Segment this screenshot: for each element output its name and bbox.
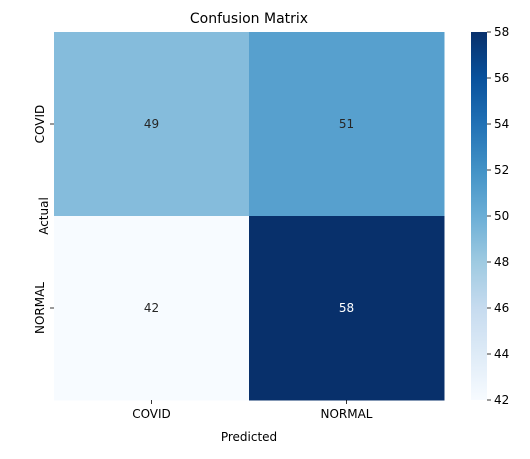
colorbar-tick-label: 48 — [494, 255, 509, 269]
colorbar-ticks: 42 44 46 48 50 52 54 56 58 — [487, 25, 509, 407]
y-tick-label: NORMAL — [33, 282, 47, 334]
x-axis: COVID NORMAL — [132, 400, 373, 421]
colorbar-tick-label: 42 — [494, 393, 509, 407]
cell-annotation: 58 — [339, 301, 354, 315]
colorbar — [471, 32, 487, 400]
x-axis-label: Predicted — [221, 430, 277, 444]
cell-annotations: 49 51 42 58 — [144, 117, 354, 315]
colorbar-tick-label: 56 — [494, 71, 509, 85]
chart-title: Confusion Matrix — [190, 11, 308, 27]
colorbar-tick-label: 46 — [494, 301, 509, 315]
colorbar-tick-label: 58 — [494, 25, 509, 39]
heatmap-cell-normal-normal — [249, 216, 445, 401]
colorbar-tick-label: 52 — [494, 163, 509, 177]
heatmap-cell-covid-covid — [54, 32, 250, 217]
cell-annotation: 51 — [339, 117, 354, 131]
x-tick-label: COVID — [132, 407, 171, 421]
cell-annotation: 49 — [144, 117, 159, 131]
colorbar-tick-label: 50 — [494, 209, 509, 223]
x-tick-label: NORMAL — [320, 407, 372, 421]
heatmap-cells — [54, 32, 445, 401]
y-axis: COVID NORMAL — [33, 105, 54, 334]
heatmap-cell-normal-covid — [54, 216, 250, 401]
cell-annotation: 42 — [144, 301, 159, 315]
y-tick-label: COVID — [33, 105, 47, 144]
y-axis-label: Actual — [37, 197, 51, 235]
colorbar-tick-label: 54 — [494, 117, 509, 131]
colorbar-tick-label: 44 — [494, 347, 509, 361]
heatmap-cell-covid-normal — [249, 32, 445, 217]
